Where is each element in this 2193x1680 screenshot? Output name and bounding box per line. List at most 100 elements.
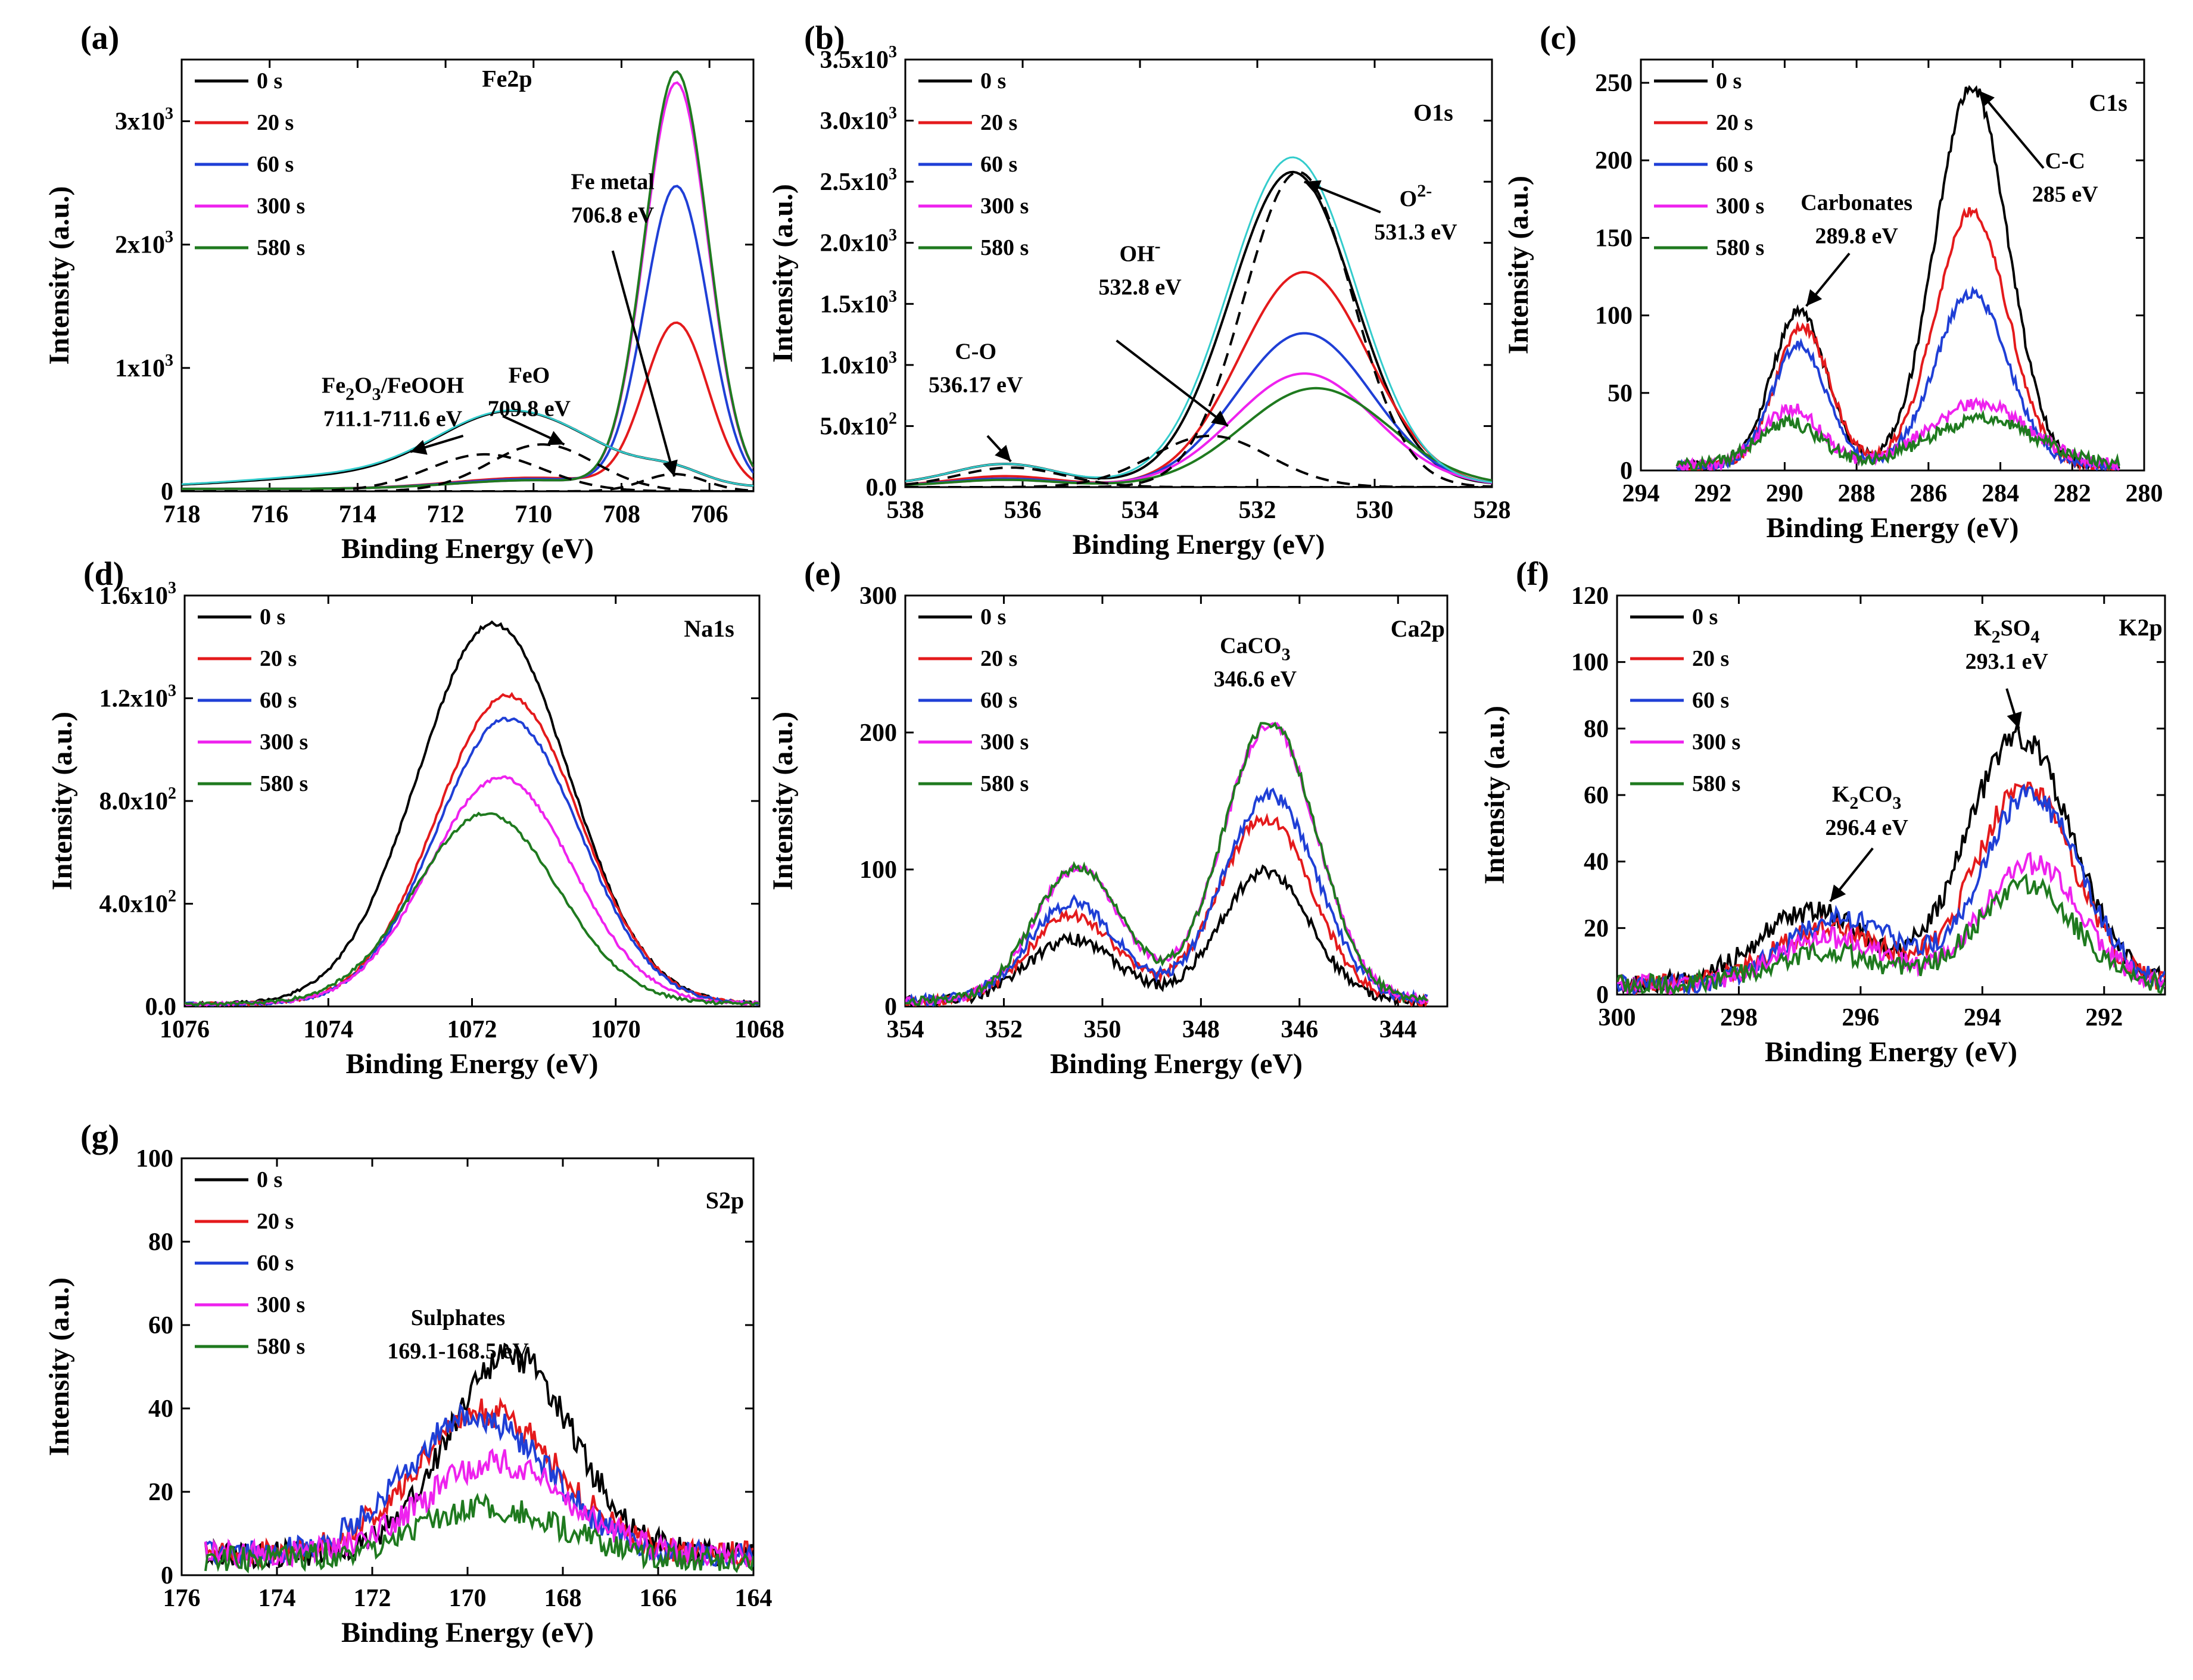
- series-group: [905, 156, 1492, 487]
- legend-label: 300 s: [1716, 194, 1764, 219]
- x-tick-label: 718: [163, 501, 201, 528]
- series-group: [905, 721, 1429, 1006]
- y-tick-label: 80: [1584, 715, 1609, 743]
- x-tick-label: 170: [449, 1585, 487, 1612]
- legend-label: 300 s: [260, 730, 308, 755]
- y-tick-label: 60: [148, 1312, 173, 1339]
- panel-letter: (g): [80, 1118, 119, 1155]
- y-tick-label: 200: [1595, 147, 1633, 174]
- y-tick-label: 1.0x103: [820, 348, 898, 379]
- x-tick-label: 1068: [734, 1016, 784, 1043]
- series-line-300s: [204, 1448, 753, 1569]
- legend-label: 60 s: [257, 152, 294, 177]
- series-line-580s: [185, 811, 759, 1006]
- annotation: C-C 285 eV: [1977, 89, 2098, 207]
- x-tick-label: 284: [1982, 480, 2019, 507]
- y-tick-label: 2.5x103: [820, 165, 898, 196]
- y-tick-label: 0.0: [145, 993, 177, 1021]
- series-line-580s: [1617, 873, 2165, 995]
- y-tick-label: 100: [1571, 649, 1609, 677]
- x-tick-label: 348: [1182, 1016, 1220, 1043]
- x-tick-label: 294: [1622, 480, 1660, 507]
- annotation-text: Fe metal: [571, 170, 655, 195]
- series-line-580s: [204, 1492, 753, 1574]
- x-tick-label: 528: [1474, 497, 1511, 524]
- arrow-head: [1806, 289, 1823, 306]
- series-line-20s: [905, 270, 1492, 486]
- y-tick-label: 20: [1584, 915, 1609, 942]
- annotation: FeO 709.8 eV: [488, 363, 571, 446]
- annotation-text: C-C: [2045, 148, 2085, 173]
- annotation-text: 711.1-711.6 eV: [323, 406, 463, 431]
- x-axis-title: Binding Energy (eV): [1050, 1048, 1303, 1080]
- annotation: Sulphates 169.1-168.5 eV: [387, 1305, 529, 1364]
- arrow-head: [1979, 91, 1995, 108]
- series-group: [182, 70, 753, 491]
- y-tick-label: 200: [859, 719, 897, 747]
- y-tick-label: 100: [1595, 303, 1633, 330]
- series-line-580s: [182, 70, 753, 490]
- series-line-580s: [905, 387, 1492, 487]
- legend-label: 580 s: [257, 235, 305, 260]
- series-line-60s: [905, 786, 1428, 1006]
- annotation-text: K2CO3: [1832, 782, 1902, 813]
- legend: 0 s 20 s 60 s 300 s 580 s: [918, 604, 1029, 796]
- annotation-arrow: [1977, 89, 2045, 169]
- arrow-head: [1304, 180, 1322, 195]
- legend-label: 60 s: [980, 152, 1017, 177]
- annotation-text: Carbonates: [1800, 191, 1912, 216]
- series-line-300s: [905, 722, 1429, 1006]
- legend-label: 300 s: [980, 730, 1029, 755]
- y-tick-label: 0: [884, 993, 897, 1021]
- plot-frame: [904, 594, 1448, 1008]
- y-tick-label: 0: [1596, 981, 1609, 1009]
- annotation-text: OH-: [1119, 236, 1160, 266]
- legend: 0 s 20 s 60 s 300 s 580 s: [1654, 68, 1764, 260]
- y-tick-label: 3x103: [115, 105, 173, 136]
- plot-frame: [904, 58, 1493, 488]
- legend-label: 580 s: [260, 771, 308, 796]
- x-tick-label: 706: [691, 501, 728, 528]
- annotation-text: FeO: [509, 363, 550, 388]
- y-tick-label: 2.0x103: [820, 226, 898, 257]
- series-line-60s: [182, 185, 753, 490]
- x-tick-label: 1070: [591, 1016, 641, 1043]
- y-tick-label: 1.2x103: [99, 682, 177, 713]
- y-tick-label: 150: [1595, 225, 1633, 252]
- legend-label: 580 s: [980, 235, 1029, 260]
- legend-label: 300 s: [257, 194, 305, 219]
- legend: 0 s 20 s 60 s 300 s 580 s: [195, 1167, 305, 1359]
- legend-label: 0 s: [260, 604, 285, 629]
- series-group: [1675, 85, 2120, 470]
- panel-letter: (a): [80, 20, 119, 57]
- element-label: Na1s: [684, 615, 734, 642]
- x-axis-title: Binding Energy (eV): [341, 1617, 594, 1648]
- y-tick-label: 100: [136, 1145, 173, 1173]
- x-tick-label: 354: [887, 1016, 924, 1043]
- x-tick-label: 176: [163, 1585, 201, 1612]
- legend-label: 0 s: [1692, 604, 1718, 629]
- x-tick-label: 1076: [160, 1016, 210, 1043]
- legend-label: 0 s: [257, 68, 282, 93]
- x-tick-label: 716: [251, 501, 288, 528]
- panel-b: (b) 538 536 534 532 530 528 0.0 5.0x102 1.0x103 1.…: [767, 20, 1511, 560]
- series-line-60s: [185, 716, 759, 1006]
- y-axis-title: Intensity (a.u.): [767, 712, 799, 890]
- annotation-text: Sulphates: [411, 1305, 505, 1330]
- annotation-text: 296.4 eV: [1825, 815, 1908, 840]
- fit-component: [905, 434, 1492, 487]
- annotation-text: 709.8 eV: [488, 397, 571, 422]
- legend: 0 s 20 s 60 s 300 s 580 s: [195, 68, 305, 260]
- element-label: Ca2p: [1391, 615, 1445, 642]
- x-tick-label: 1072: [447, 1016, 497, 1043]
- legend-label: 20 s: [257, 110, 294, 135]
- annotation-text: CaCO3: [1220, 634, 1290, 665]
- panel-letter: (c): [1540, 20, 1577, 57]
- legend-label: 0 s: [980, 68, 1006, 93]
- series-line-0s: [185, 620, 759, 1006]
- x-axis-title: Binding Energy (eV): [341, 533, 594, 565]
- x-tick-label: 1074: [303, 1016, 353, 1043]
- y-axis-title: Intensity (a.u.): [767, 184, 799, 363]
